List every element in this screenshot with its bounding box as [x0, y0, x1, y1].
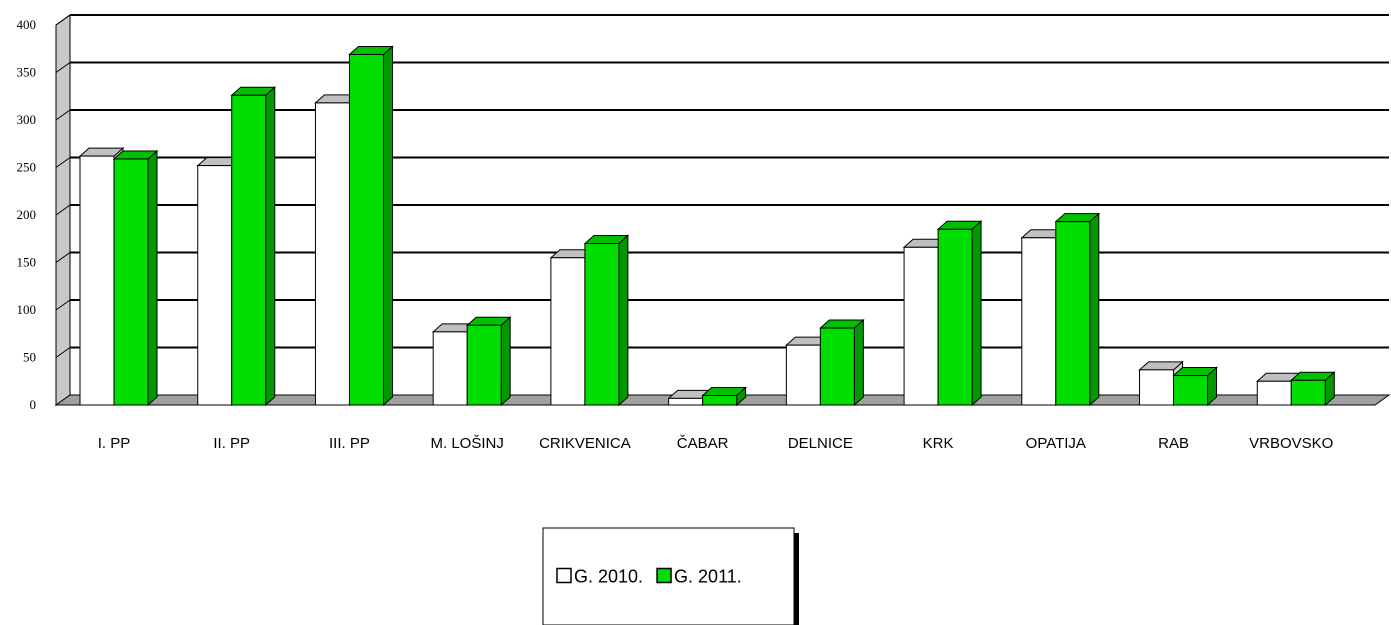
- legend: G. 2010. G. 2011.: [542, 527, 799, 625]
- bar-front: [1055, 221, 1091, 406]
- bar: [465, 316, 512, 407]
- y-tick-label: 50: [23, 350, 36, 365]
- bar-front: [903, 246, 939, 406]
- bar-front: [79, 155, 115, 406]
- bar: [936, 220, 983, 407]
- gridline-wall: [55, 204, 71, 216]
- x-tick-label: M. LOŠINJ: [431, 435, 504, 452]
- x-tick-label: I. PP: [98, 435, 131, 452]
- bar-front: [937, 228, 973, 406]
- y-tick-label: 150: [17, 255, 37, 270]
- bar-side: [382, 45, 393, 407]
- bar-front: [819, 327, 855, 406]
- x-tick-label: RAB: [1158, 435, 1189, 452]
- bar-side: [618, 234, 629, 407]
- bar-front: [432, 331, 468, 406]
- gridline-wall: [55, 14, 71, 26]
- gridline-wall: [55, 109, 71, 121]
- bar-front: [668, 397, 704, 406]
- x-tick-label: OPATIJA: [1026, 435, 1086, 452]
- x-tick-label: KRK: [923, 435, 954, 452]
- bars: [78, 45, 1336, 407]
- legend-item: G. 2011.: [656, 567, 742, 587]
- bar-side: [500, 316, 511, 407]
- legend-item: G. 2010.: [556, 567, 643, 587]
- x-tick-label: DELNICE: [788, 435, 853, 452]
- bar-front: [231, 94, 267, 406]
- bar: [112, 149, 159, 407]
- bar-front: [1139, 369, 1175, 406]
- bar-side: [971, 220, 982, 407]
- legend-label: G. 2010.: [574, 567, 643, 587]
- y-tick-label: 300: [17, 112, 37, 127]
- x-axis-ticks: I. PP II. PP III. PP M. LOŠINJ CRIKVENICA ČAB…: [98, 435, 1334, 452]
- bar-front: [113, 158, 149, 406]
- y-tick-label: 250: [17, 160, 37, 175]
- x-tick-label: II. PP: [213, 435, 250, 452]
- legend-label: G. 2011.: [674, 567, 742, 587]
- bar-front: [197, 165, 233, 406]
- gridlines: [55, 14, 1389, 358]
- y-axis-ticks: 0 50 100 150 200 250 300 350 400: [17, 17, 37, 412]
- y-tick-label: 400: [17, 17, 37, 32]
- y-tick-label: 200: [17, 207, 37, 222]
- bar: [819, 318, 865, 407]
- bar-side: [147, 149, 158, 407]
- bar-front: [348, 53, 384, 406]
- bar-front: [584, 243, 620, 406]
- legend-swatch: [656, 567, 672, 584]
- gridline-wall: [55, 347, 71, 358]
- gridline-wall: [55, 62, 71, 73]
- bar: [583, 234, 630, 407]
- bar: [348, 45, 394, 407]
- bar-front: [702, 395, 738, 406]
- bar-front: [1021, 237, 1057, 406]
- gridline-wall: [55, 252, 71, 263]
- bar-front: [785, 344, 821, 406]
- bar-side: [265, 86, 276, 407]
- bar: [230, 86, 277, 407]
- x-tick-label: III. PP: [329, 435, 370, 452]
- bar-side: [853, 318, 864, 407]
- x-tick-label: CRIKVENICA: [539, 435, 631, 452]
- bar: [701, 386, 747, 407]
- y-tick-label: 100: [17, 302, 37, 317]
- bar-front: [466, 324, 502, 406]
- bar-side: [1089, 212, 1100, 407]
- bar-front: [1290, 379, 1326, 406]
- bar: [1289, 371, 1336, 407]
- bar-front: [314, 102, 350, 406]
- bar: [1054, 212, 1101, 407]
- bar-front: [1256, 380, 1292, 406]
- bar-front: [550, 257, 586, 406]
- gridline-wall: [55, 299, 71, 311]
- y-tick-label: 0: [30, 397, 37, 412]
- legend-swatch: [556, 567, 572, 584]
- x-tick-label: ČABAR: [677, 435, 729, 452]
- x-tick-label: VRBOVSKO: [1249, 435, 1333, 452]
- y-tick-label: 350: [17, 65, 37, 80]
- bar-front: [1173, 375, 1209, 406]
- gridline-wall: [55, 157, 71, 168]
- bar: [1172, 366, 1218, 407]
